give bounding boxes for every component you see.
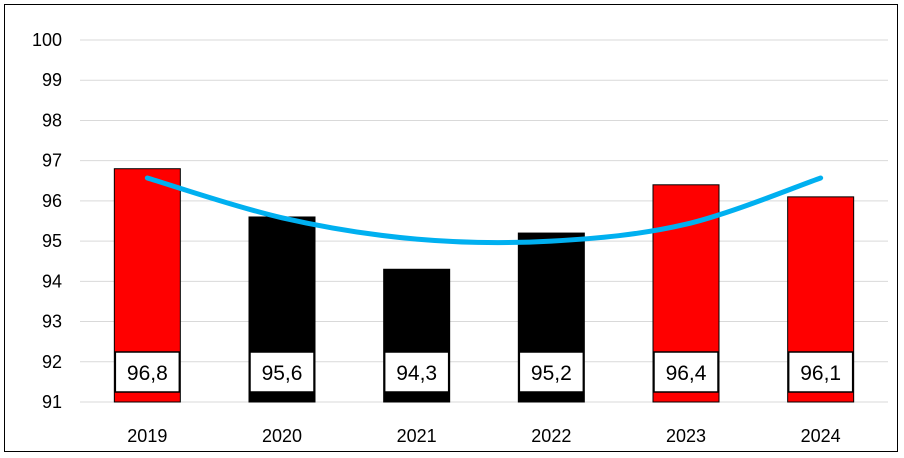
trendline-path xyxy=(144,175,824,246)
gridlines xyxy=(80,39,888,403)
data-label: 96,8 xyxy=(127,362,168,385)
y-tick-label: 94 xyxy=(42,271,62,291)
data-label-box xyxy=(518,351,585,393)
x-tick-label: 2020 xyxy=(262,426,302,446)
data-label: 95,2 xyxy=(531,362,572,385)
x-tick-label: 2022 xyxy=(531,426,571,446)
data-label: 94,3 xyxy=(396,362,437,385)
x-tick-label: 2023 xyxy=(666,426,706,446)
data-label: 96,1 xyxy=(800,362,841,385)
x-tick-label: 2024 xyxy=(801,426,841,446)
y-tick-label: 95 xyxy=(42,231,62,251)
y-tick-label: 99 xyxy=(42,70,62,90)
y-tick-label: 96 xyxy=(42,191,62,211)
data-label-box xyxy=(249,351,315,393)
data-label: 95,6 xyxy=(262,362,303,385)
x-tick-label: 2021 xyxy=(397,426,437,446)
y-tick-label: 98 xyxy=(42,110,62,130)
x-axis-ticks: 2019 2020 2021 2022 2023 2024 xyxy=(127,426,840,446)
y-tick-label: 91 xyxy=(42,392,62,412)
data-label-box xyxy=(383,351,450,393)
data-labels: 96,8 95,6 94,3 95,2 96,4 96,1 xyxy=(114,351,854,393)
data-label-box xyxy=(114,351,181,393)
x-tick-label: 2019 xyxy=(127,426,167,446)
data-label: 96,4 xyxy=(666,362,707,385)
y-axis-ticks: 91 92 93 94 95 96 97 98 99 100 xyxy=(32,30,62,412)
trendline xyxy=(144,175,824,246)
y-tick-label: 93 xyxy=(42,312,62,332)
y-tick-label: 100 xyxy=(32,30,62,50)
data-label-box xyxy=(787,351,854,393)
y-tick-label: 92 xyxy=(42,352,62,372)
y-tick-label: 97 xyxy=(42,151,62,171)
data-label-box xyxy=(653,351,719,393)
